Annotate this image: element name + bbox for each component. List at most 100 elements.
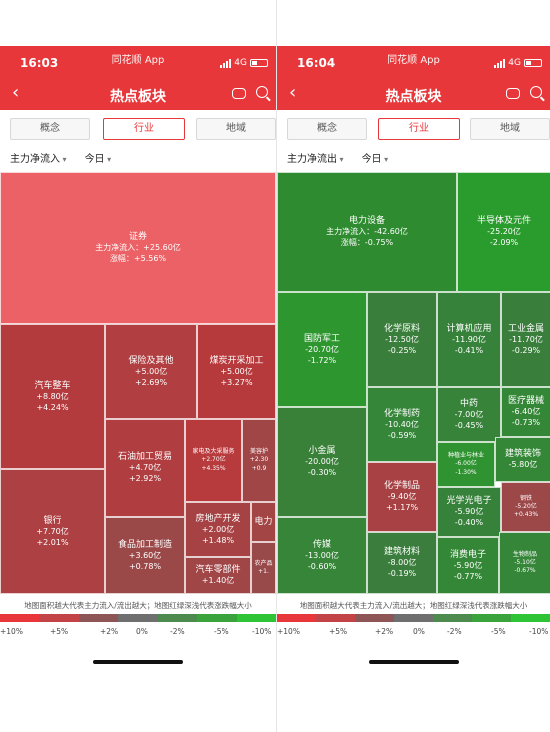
scale-label: -10% bbox=[529, 627, 549, 636]
cell-name: 光学光电子 bbox=[446, 496, 492, 507]
cell-name: 消费电子 bbox=[449, 549, 486, 560]
treemap-cell[interactable]: 家电及大采服务 +2.70亿 +4.35% bbox=[185, 419, 242, 502]
cell-change: +3.27% bbox=[220, 377, 253, 387]
cell-flow: +2.70亿 bbox=[201, 456, 226, 464]
flow-filter-dropdown[interactable]: 主力净流入 bbox=[10, 150, 67, 165]
treemap-cell[interactable]: 建筑装饰 -5.80亿 bbox=[495, 437, 550, 482]
treemap-cell[interactable]: 食品加工制造 +3.60亿 +0.78% bbox=[105, 517, 185, 594]
treemap-cell[interactable]: 光学光电子 -5.90亿 -0.40% bbox=[437, 487, 501, 537]
cell-name: 建筑材料 bbox=[383, 547, 420, 558]
cell-change: +0.78% bbox=[128, 561, 162, 571]
cell-flow: +8.80亿 bbox=[36, 391, 69, 401]
cell-change: -0.67% bbox=[514, 567, 536, 575]
cell-flow: -5.90亿 bbox=[453, 560, 483, 570]
flow-filter-dropdown[interactable]: 主力净流出 bbox=[287, 150, 344, 165]
home-indicator[interactable] bbox=[368, 660, 459, 664]
back-icon[interactable]: ‹ bbox=[12, 82, 20, 103]
treemap-cell[interactable]: 中药 -7.00亿 -0.45% bbox=[437, 387, 501, 442]
cell-name: 银行 bbox=[43, 515, 62, 526]
treemap-cell[interactable]: 国防军工 -20.70亿 -1.72% bbox=[277, 292, 367, 407]
treemap-cell[interactable]: 传媒 -13.00亿 -0.60% bbox=[277, 517, 367, 594]
cell-change: -2.09% bbox=[489, 238, 519, 248]
back-icon[interactable]: ‹ bbox=[289, 82, 297, 103]
tab-industry[interactable]: 行业 bbox=[378, 118, 460, 140]
cell-flow: -6.00亿 bbox=[455, 460, 477, 468]
treemap-cell[interactable]: 房地产开发 +2.00亿 +1.48% bbox=[185, 502, 251, 557]
cell-name: 美容护 bbox=[249, 448, 268, 456]
cell-name: 汽车整车 bbox=[34, 380, 71, 391]
color-scale-labels: +10% +5% +2% 0% -2% -5% -10% bbox=[0, 627, 276, 639]
cell-flow: -11.90亿 bbox=[452, 334, 486, 344]
assistant-robot-icon[interactable] bbox=[232, 88, 246, 99]
date-filter-dropdown[interactable]: 今日 bbox=[362, 150, 389, 165]
treemap: 证券 主力净流入：+25.60亿 涨幅：+5.56% 汽车整车 +8.80亿 +… bbox=[0, 172, 276, 594]
treemap-cell[interactable]: 建筑材料 -8.00亿 -0.19% bbox=[367, 532, 437, 594]
treemap-cell[interactable]: 计算机应用 -11.90亿 -0.41% bbox=[437, 292, 501, 387]
tab-concept[interactable]: 概念 bbox=[10, 118, 90, 140]
cell-change: +4.35% bbox=[201, 464, 226, 472]
treemap-cell[interactable]: 汽车整车 +8.80亿 +4.24% bbox=[0, 324, 105, 469]
treemap-cell[interactable]: 化学制品 -9.40亿 +1.17% bbox=[367, 462, 437, 532]
date-filter-dropdown[interactable]: 今日 bbox=[85, 150, 112, 165]
cell-change: 涨幅：-0.75% bbox=[340, 238, 394, 248]
cell-name: 小金属 bbox=[308, 446, 336, 457]
cell-change: +2.01% bbox=[36, 537, 69, 547]
cell-flow: 主力净流入：-42.60亿 bbox=[326, 227, 408, 237]
cell-change: -0.41% bbox=[454, 345, 484, 355]
cell-flow: -12.50亿 bbox=[385, 334, 419, 344]
status-bar: 16:04 同花顺 App 4G bbox=[277, 46, 550, 76]
scale-label: -5% bbox=[214, 627, 229, 636]
treemap-cell[interactable]: 钢铁 -5.20亿 +0.43% bbox=[501, 482, 550, 532]
treemap-cell[interactable]: 化学原料 -12.50亿 -0.25% bbox=[367, 292, 437, 387]
cell-name: 证券 bbox=[128, 232, 147, 243]
treemap-cell[interactable]: 电力 bbox=[251, 502, 276, 542]
search-icon[interactable] bbox=[256, 86, 268, 98]
scale-label: 0% bbox=[413, 627, 425, 636]
treemap-cell[interactable]: 保险及其他 +5.00亿 +2.69% bbox=[105, 324, 197, 419]
treemap-cell[interactable]: 种植业与林业 -6.00亿 -1.30% bbox=[437, 442, 495, 487]
color-scale-bar bbox=[0, 614, 276, 622]
cell-name: 煤炭开采加工 bbox=[209, 355, 264, 366]
scale-label: +2% bbox=[100, 627, 119, 636]
treemap-cell[interactable]: 煤炭开采加工 +5.00亿 +3.27% bbox=[197, 324, 276, 419]
filter-row: 主力净流入 今日 bbox=[10, 150, 111, 165]
nav-row: ‹ 热点板块 bbox=[277, 76, 550, 110]
page-title: 热点板块 bbox=[385, 89, 442, 105]
treemap-cell[interactable]: 石油加工贸易 +4.70亿 +2.92% bbox=[105, 419, 185, 517]
assistant-robot-icon[interactable] bbox=[506, 88, 520, 99]
treemap-cell[interactable]: 电力设备 主力净流入：-42.60亿 涨幅：-0.75% bbox=[277, 172, 457, 292]
cell-name: 中药 bbox=[459, 398, 478, 409]
cell-flow: -13.00亿 bbox=[305, 550, 339, 560]
tab-concept[interactable]: 概念 bbox=[287, 118, 367, 140]
tab-industry[interactable]: 行业 bbox=[103, 118, 185, 140]
treemap-cell[interactable]: 工业金属 -11.70亿 -0.29% bbox=[501, 292, 550, 387]
status-time: 16:03 bbox=[20, 56, 59, 70]
treemap-cell[interactable]: 农产品 +1. bbox=[251, 542, 276, 594]
treemap-cell[interactable]: 化学制药 -10.40亿 -0.59% bbox=[367, 387, 437, 462]
cell-change: -0.19% bbox=[387, 569, 417, 579]
cell-change: -0.45% bbox=[454, 420, 484, 430]
treemap-cell[interactable]: 汽车零部件 +1.40亿 bbox=[185, 557, 251, 594]
cell-name: 建筑装饰 bbox=[504, 449, 541, 460]
treemap-cell[interactable]: 生物制品 -5.10亿 -0.67% bbox=[499, 532, 550, 594]
tab-region[interactable]: 地域 bbox=[470, 118, 550, 140]
cell-name: 国防军工 bbox=[303, 333, 340, 344]
cell-name: 传媒 bbox=[312, 539, 331, 550]
cell-name: 家电及大采服务 bbox=[192, 448, 235, 456]
treemap-cell[interactable]: 证券 主力净流入：+25.60亿 涨幅：+5.56% bbox=[0, 172, 276, 324]
treemap-cell[interactable]: 医疗器械 -6.40亿 -0.73% bbox=[501, 387, 550, 437]
cell-change: +0.9 bbox=[251, 464, 267, 472]
search-icon[interactable] bbox=[530, 86, 542, 98]
treemap-cell[interactable]: 消费电子 -5.90亿 -0.77% bbox=[437, 537, 499, 594]
cell-change: -1.30% bbox=[455, 468, 477, 476]
cell-change: +4.24% bbox=[36, 402, 69, 412]
tab-region[interactable]: 地域 bbox=[196, 118, 276, 140]
home-indicator[interactable] bbox=[93, 660, 183, 664]
cell-flow: +3.60亿 bbox=[128, 550, 162, 560]
scale-label: +10% bbox=[277, 627, 300, 636]
treemap-cell[interactable]: 美容护 +2.30 +0.9 bbox=[242, 419, 276, 502]
treemap-cell[interactable]: 银行 +7.70亿 +2.01% bbox=[0, 469, 105, 594]
treemap-cell[interactable]: 半导体及元件 -25.20亿 -2.09% bbox=[457, 172, 550, 292]
treemap-cell[interactable]: 小金属 -20.00亿 -0.30% bbox=[277, 407, 367, 517]
app-name: 同花顺 App bbox=[387, 55, 440, 66]
